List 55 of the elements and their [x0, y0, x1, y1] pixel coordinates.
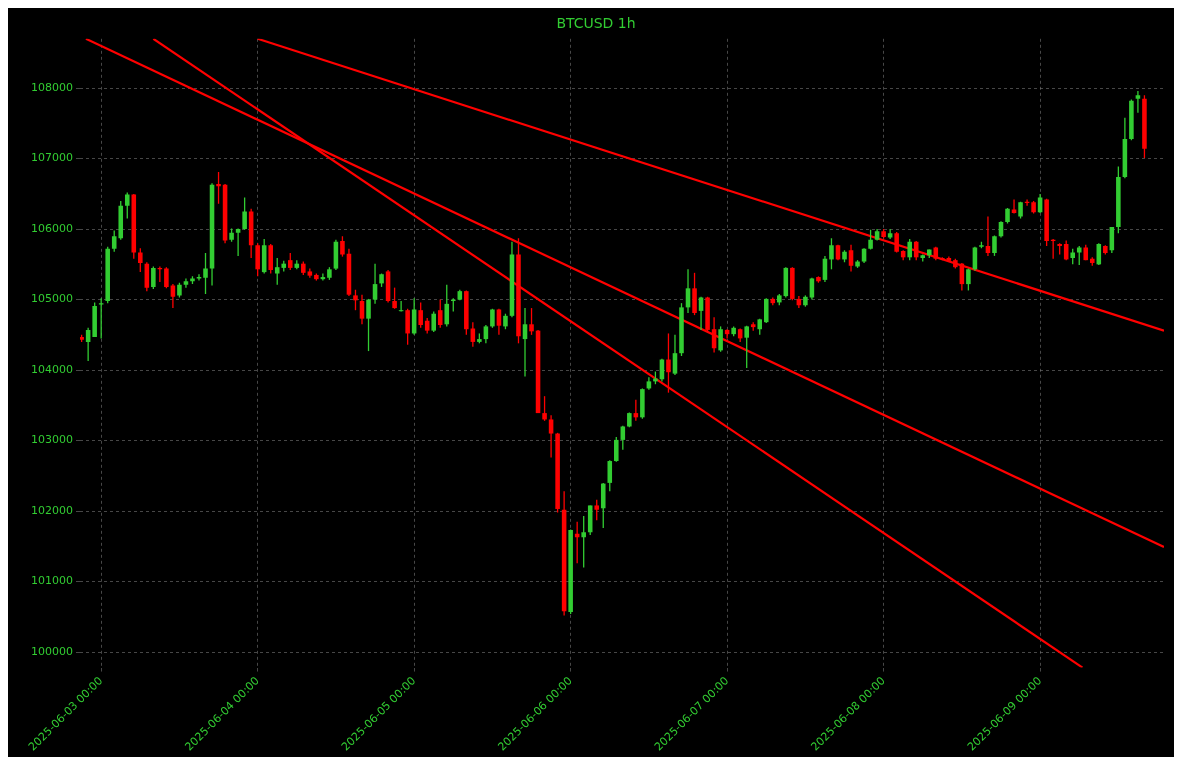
candlestick [581, 515, 586, 569]
y-tick-label: 106000 [30, 221, 73, 235]
candlestick [203, 252, 208, 295]
candlestick [744, 325, 749, 369]
candlestick [242, 196, 247, 231]
candlestick [483, 324, 489, 344]
candlestick [405, 308, 410, 346]
candlestick [418, 301, 423, 329]
y-tick-label: 107000 [30, 151, 73, 165]
candlestick [496, 308, 502, 336]
candlestick [431, 310, 436, 333]
candlestick [235, 227, 241, 257]
candlestick [607, 459, 613, 492]
candlestick [366, 298, 371, 352]
candlestick [848, 243, 854, 273]
candlestick [718, 325, 723, 353]
y-tick-label: 103000 [30, 433, 73, 447]
y-tick-label: 101000 [30, 574, 73, 588]
candlestick [529, 307, 534, 336]
candlestick [594, 499, 600, 521]
candlestick [138, 247, 143, 273]
candlestick [672, 334, 678, 376]
candlestick [444, 284, 450, 328]
candlestick [340, 235, 345, 258]
y-tick-label: 108000 [30, 81, 73, 94]
candlestick [437, 298, 443, 329]
candlestick [829, 237, 834, 270]
candlestick [992, 234, 997, 257]
candlestick [542, 395, 547, 422]
y-tick-label: 102000 [30, 503, 73, 517]
candlestick [666, 332, 671, 394]
candlestick [151, 265, 156, 290]
candlestick [98, 297, 104, 340]
candlestick [913, 240, 919, 261]
candlestick [614, 436, 619, 463]
candlestick [907, 238, 912, 261]
candlestick [868, 229, 873, 251]
candlestick [763, 297, 769, 324]
candlestick [255, 242, 260, 277]
candlestick [359, 294, 365, 325]
candlestick [1076, 245, 1082, 266]
candlestick [548, 414, 554, 459]
y-tick-label: 104000 [30, 362, 73, 376]
candlestick [183, 277, 189, 289]
y-tick-label: 100000 [30, 644, 73, 658]
candlestick [164, 266, 169, 289]
candlestick [216, 171, 221, 205]
chart-title: BTCUSD 1h [556, 15, 636, 32]
candlestick [353, 289, 358, 311]
candlestick [1011, 198, 1017, 215]
candlestick [372, 263, 378, 305]
candlestick [392, 286, 397, 310]
candlestick [124, 191, 130, 220]
candlestick [1135, 90, 1141, 114]
y-tick-label: 105000 [30, 292, 73, 306]
